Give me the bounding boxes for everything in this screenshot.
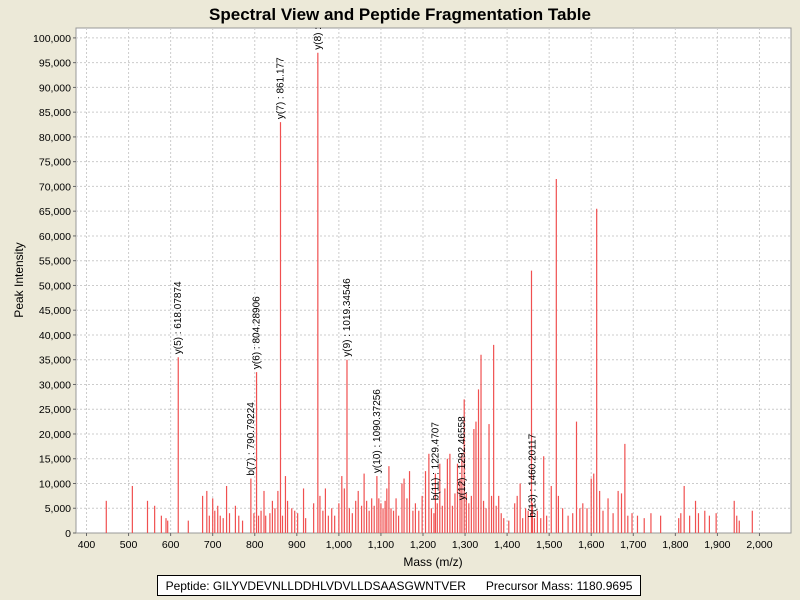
y-tick-label: 55,000 (39, 256, 71, 268)
peak-annotations: y(5) : 618.07874 b(7) : 790.79224 y(6) : 8… (173, 27, 538, 518)
y-tick-label: 100,000 (33, 33, 71, 45)
x-tick-label: 1,700 (620, 539, 646, 551)
chart-title: Spectral View and Peptide Fragmentation … (209, 5, 591, 24)
x-tick-label: 1,000 (326, 539, 352, 551)
y-tick-label: 75,000 (39, 157, 71, 169)
peak-annotation: y(12) : 1292.46558 (457, 416, 468, 500)
x-tick-label: 1,200 (410, 539, 436, 551)
y-tick-label: 70,000 (39, 181, 71, 193)
y-tick-label: 30,000 (39, 379, 71, 391)
y-tick-label: 90,000 (39, 82, 71, 94)
peak-annotation: b(11) : 1229.4707 (430, 422, 441, 501)
y-tick-label: 15,000 (39, 454, 71, 466)
peak-annotation: y(5) : 618.07874 (173, 281, 184, 354)
y-tick-label: 0 (65, 528, 71, 540)
peak-annotation: y(8) : (313, 27, 324, 50)
y-tick-label: 50,000 (39, 280, 71, 292)
peak-annotation: b(13) : 1460.20117 (527, 433, 538, 517)
x-tick-label: 1,900 (704, 539, 730, 551)
x-tick-label: 1,500 (536, 539, 562, 551)
peak-annotation: b(7) : 790.79224 (246, 402, 257, 476)
x-tick-label: 1,600 (578, 539, 604, 551)
y-axis-label: Peak Intensity (12, 242, 26, 317)
y-tick-label: 40,000 (39, 330, 71, 342)
x-tick-label: 400 (78, 539, 96, 551)
grid-lines (76, 28, 791, 533)
y-tick-label: 85,000 (39, 107, 71, 119)
peak-annotation: y(9) : 1019.34546 (342, 278, 353, 357)
peptide-label: Peptide: GILYVDEVNLLDDHLVDVLLDSAASGWNTVE… (165, 578, 466, 593)
x-tick-label: 800 (246, 539, 264, 551)
x-tick-label: 900 (288, 539, 306, 551)
spacer (466, 579, 486, 593)
x-axis-label: Mass (m/z) (403, 555, 462, 569)
x-tick-label: 600 (162, 539, 180, 551)
axes: 0 5,000 10,000 15,000 20,000 25,000 30,000 35,0… (33, 33, 773, 551)
peak-annotation: y(6) : 804.28906 (252, 296, 263, 369)
x-tick-label: 1,400 (494, 539, 520, 551)
precursor-mass-label: Precursor Mass: 1180.9695 (485, 578, 633, 593)
x-tick-label: 1,800 (662, 539, 688, 551)
x-tick-label: 1,100 (368, 539, 394, 551)
y-tick-label: 45,000 (39, 305, 71, 317)
x-tick-label: 2,000 (746, 539, 772, 551)
y-tick-label: 5,000 (45, 503, 71, 515)
y-tick-label: 35,000 (39, 355, 71, 367)
x-tick-label: 500 (120, 539, 138, 551)
peaks (105, 52, 753, 533)
y-tick-label: 25,000 (39, 404, 71, 416)
y-tick-label: 10,000 (39, 478, 71, 490)
y-tick-label: 60,000 (39, 231, 71, 243)
peptide-info-box: Peptide: GILYVDEVNLLDDHLVDVLLDSAASGWNTVE… (157, 575, 641, 596)
x-tick-label: 700 (204, 539, 222, 551)
y-tick-label: 95,000 (39, 58, 71, 70)
peak-annotation: y(7) : 861.177 (275, 57, 286, 119)
y-tick-label: 65,000 (39, 206, 71, 218)
peak-annotation: y(10) : 1090.37256 (372, 389, 383, 473)
y-tick-label: 80,000 (39, 132, 71, 144)
y-tick-label: 20,000 (39, 429, 71, 441)
x-tick-label: 1,300 (452, 539, 478, 551)
